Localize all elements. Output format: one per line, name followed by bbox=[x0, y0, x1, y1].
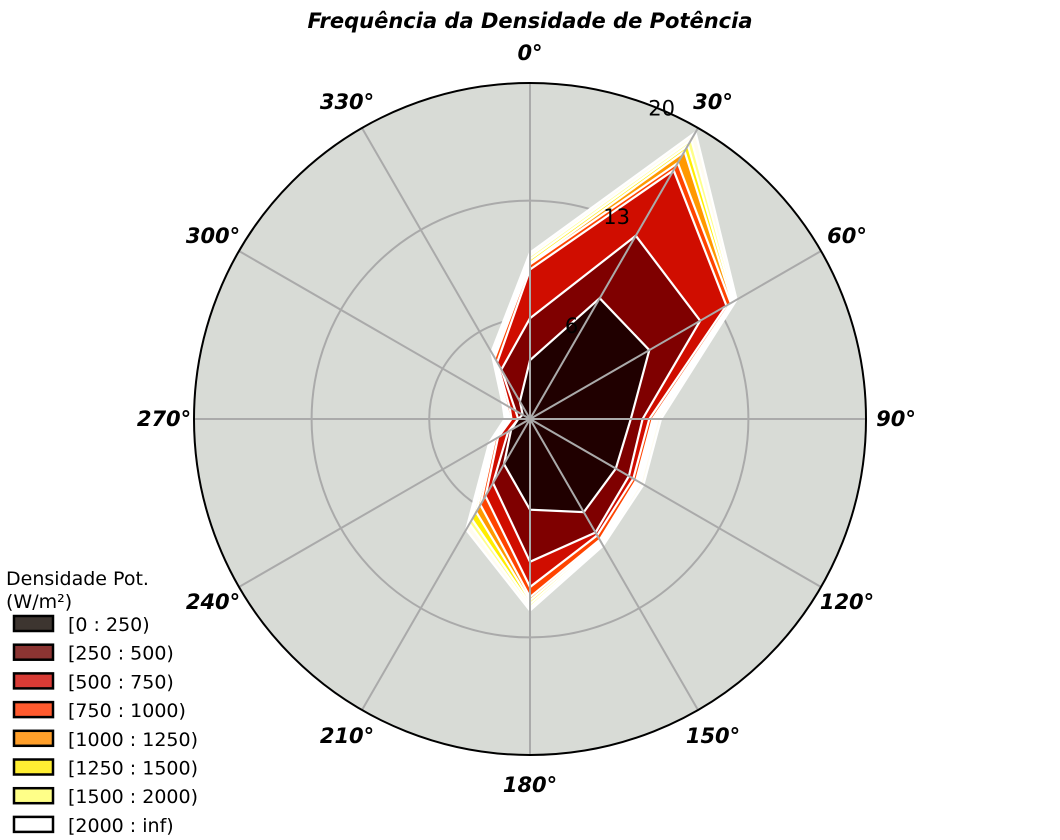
legend-swatch bbox=[12, 643, 55, 661]
radial-tick-label: 20 bbox=[648, 97, 675, 121]
grid-spoke bbox=[529, 127, 699, 420]
grid-spoke bbox=[361, 418, 531, 711]
grid-spoke bbox=[529, 250, 822, 420]
grid-spoke bbox=[529, 418, 822, 588]
legend-swatch bbox=[12, 614, 55, 633]
legend-label: [2000 : inf) bbox=[68, 815, 174, 837]
legend-swatch bbox=[12, 786, 55, 805]
legend-label: [0 : 250) bbox=[68, 614, 150, 636]
grid-spoke bbox=[238, 250, 531, 420]
legend-label: [1500 : 2000) bbox=[68, 786, 198, 808]
radial-tick-label: 6 bbox=[565, 314, 578, 338]
angle-tick-label: 330° bbox=[320, 90, 374, 114]
legend-swatch bbox=[12, 758, 55, 776]
grid-spoke bbox=[238, 418, 531, 588]
legend-label: [750 : 1000) bbox=[68, 700, 186, 722]
legend-swatch bbox=[12, 700, 55, 719]
legend-label: [1000 : 1250) bbox=[68, 729, 198, 751]
angle-tick-label: 270° bbox=[137, 407, 191, 431]
angle-tick-label: 210° bbox=[320, 724, 374, 748]
angle-tick-label: 150° bbox=[686, 724, 740, 748]
angle-tick-label: 30° bbox=[693, 90, 733, 114]
legend-swatch bbox=[12, 729, 55, 748]
legend-items: [0 : 250) [250 : 500) [500 : 750) [750 : 10… bbox=[12, 614, 198, 837]
legend: Densidade Pot. (W/m²) [0 : 250) [250 : 50… bbox=[6, 568, 198, 837]
legend-title-line-1: Densidade Pot. bbox=[6, 568, 149, 590]
legend-label: [500 : 750) bbox=[68, 671, 174, 693]
legend-title-line-2: (W/m²) bbox=[6, 591, 72, 613]
angle-tick-label: 300° bbox=[186, 224, 240, 248]
angle-tick-label: 90° bbox=[876, 407, 916, 431]
legend-label: [1250 : 1500) bbox=[68, 758, 198, 780]
legend-swatch bbox=[12, 672, 55, 690]
chart-title: Frequência da Densidade de Potência bbox=[307, 9, 752, 33]
grid-spoke bbox=[529, 418, 699, 711]
grid-spoke bbox=[361, 127, 531, 420]
legend-label: [250 : 500) bbox=[68, 643, 174, 665]
polar-spokes bbox=[194, 83, 866, 755]
angle-tick-labels: 0° 30° 60° 90° 120° 150° 180° 210° 240° 270° 300° 3… bbox=[137, 41, 916, 797]
angle-tick-label: 0° bbox=[517, 41, 542, 65]
legend-swatch bbox=[12, 815, 55, 834]
radial-tick-labels: 6 13 20 bbox=[565, 97, 675, 338]
radial-tick-label: 13 bbox=[603, 205, 630, 229]
angle-tick-label: 240° bbox=[186, 590, 240, 614]
angle-tick-label: 120° bbox=[820, 590, 874, 614]
polar-outline bbox=[193, 82, 867, 756]
angle-tick-label: 180° bbox=[503, 773, 557, 797]
angle-tick-label: 60° bbox=[827, 224, 867, 248]
